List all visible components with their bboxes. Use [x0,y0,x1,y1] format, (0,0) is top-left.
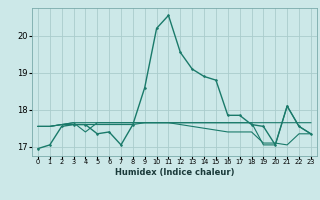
X-axis label: Humidex (Indice chaleur): Humidex (Indice chaleur) [115,168,234,177]
